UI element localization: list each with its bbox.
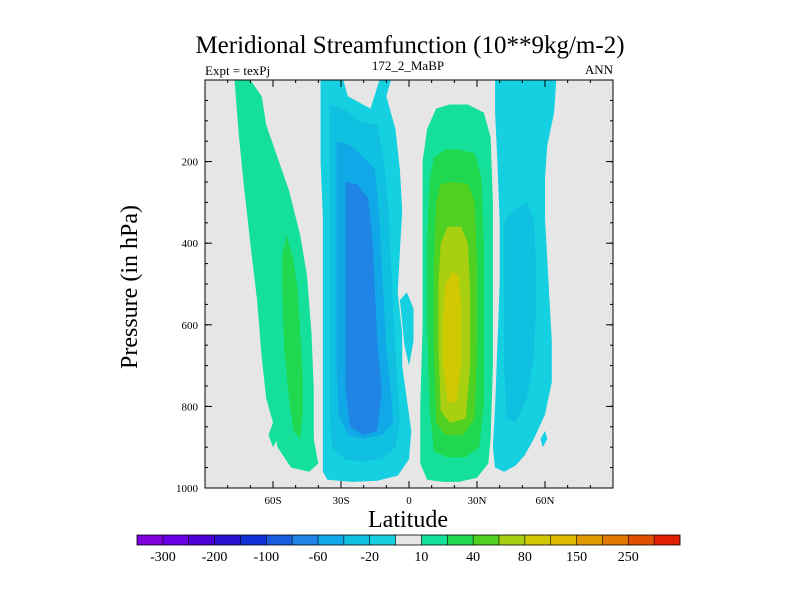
colorbar-box-11: [421, 535, 448, 545]
colorbar-label: 40: [466, 550, 480, 565]
colorbar-box-15: [524, 535, 552, 545]
colorbar-box-6: [292, 535, 319, 545]
contour-layer: [234, 80, 557, 482]
colorbar-box-12: [447, 535, 474, 545]
colorbar-frame: [136, 534, 681, 546]
colorbar-box-13: [473, 535, 500, 545]
contour-region-6: [345, 182, 382, 435]
x-tick-label: 60S: [264, 495, 281, 507]
colorbar-label: -60: [309, 550, 328, 565]
colorbar-box-7: [318, 535, 345, 545]
colorbar-box-3: [214, 535, 241, 545]
subtitle-left: Expt = texPj: [205, 63, 270, 78]
chart-title: Meridional Streamfunction (10**9kg/m-2): [195, 32, 624, 59]
y-axis-label: Pressure (in hPa): [117, 205, 143, 369]
colorbar-label: 250: [618, 550, 639, 565]
colorbar-box-4: [240, 535, 267, 545]
x-tick-label: 30N: [468, 495, 487, 507]
colorbar-box-9: [369, 535, 396, 545]
colorbar-label: 80: [518, 550, 532, 565]
y-tick-label: 1000: [176, 483, 199, 495]
contour-region-15: [540, 430, 548, 448]
contour-region-7: [399, 292, 414, 366]
colorbar-box-20: [654, 535, 681, 545]
plot-area: 60S 30S 0 30N 60N 200 400 600 800 1000: [176, 79, 614, 507]
contour-region-12: [443, 271, 462, 403]
colorbar-box-0: [137, 535, 164, 545]
colorbar-box-16: [550, 535, 577, 545]
y-tick-label: 600: [182, 320, 199, 332]
contour-region-14: [504, 202, 536, 423]
subtitle-right: ANN: [585, 62, 614, 77]
colorbar-box-8: [343, 535, 371, 545]
subtitle-center: 172_2_MaBP: [372, 58, 444, 73]
y-tick-label: 200: [182, 157, 199, 169]
y-tick-label: 400: [182, 238, 199, 250]
x-tick-label: 0: [406, 495, 412, 507]
tick-layer: 60S 30S 0 30N 60N 200 400 600 800 1000: [176, 79, 614, 507]
colorbar-label: -300: [150, 550, 176, 565]
colorbar-box-2: [188, 535, 215, 545]
colorbar-box-19: [628, 535, 655, 545]
colorbar-box-14: [499, 535, 526, 545]
colorbar-box-17: [576, 535, 603, 545]
colorbar: -300 -200 -100 -60 -20 10 40 80 150 250: [136, 534, 681, 565]
colorbar-box-10: [395, 535, 422, 545]
colorbar-label: 150: [566, 550, 587, 565]
x-tick-label: 30S: [332, 495, 349, 507]
y-tick-label: 800: [182, 401, 199, 413]
x-tick-label: 60N: [536, 495, 555, 507]
colorbar-label: 10: [414, 550, 428, 565]
colorbar-label: -20: [360, 550, 379, 565]
contour-region-2: [282, 235, 303, 439]
x-axis-label: Latitude: [368, 507, 448, 533]
colorbar-label: -100: [253, 550, 279, 565]
colorbar-box-5: [266, 535, 293, 545]
colorbar-box-1: [162, 535, 190, 545]
colorbar-box-18: [602, 535, 629, 545]
contour-region-1: [268, 422, 278, 448]
colorbar-label: -200: [202, 550, 228, 565]
